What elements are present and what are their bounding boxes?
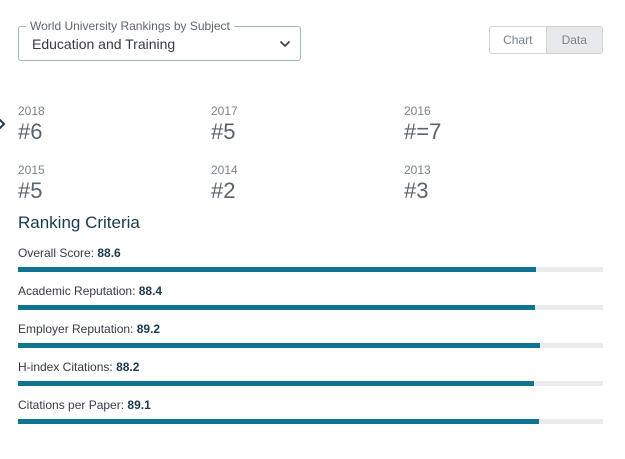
rank-value: #3 xyxy=(404,178,429,203)
view-toggle: Chart Data xyxy=(489,26,603,54)
subject-select[interactable]: World University Rankings by Subject Edu… xyxy=(18,19,301,61)
criterion-score: 88.4 xyxy=(138,284,163,298)
criterion-label: Overall Score: 88.6 xyxy=(18,246,603,260)
score-bar-track xyxy=(18,305,603,310)
rank-year: 2014 xyxy=(211,163,238,177)
criterion-label: H-index Citations: 88.2 xyxy=(18,360,603,374)
score-bar-fill xyxy=(18,419,540,424)
criterion-label-text: Overall Score: xyxy=(18,246,95,260)
criterion-label-text: Employer Reputation: xyxy=(18,322,134,336)
rank-item-2017: 2017 #5 xyxy=(211,104,391,145)
criterion-score: 88.6 xyxy=(97,246,121,260)
criterion-label-text: Citations per Paper: xyxy=(18,398,125,412)
rank-item-2013: 2013 #3 xyxy=(404,163,584,204)
subject-select-value: Education and Training xyxy=(32,36,176,52)
rank-item-2016: 2016 #=7 xyxy=(404,104,584,145)
rank-item-2018: 2018 #6 xyxy=(18,104,198,145)
rank-year: 2015 xyxy=(18,163,45,177)
rank-value: #6 xyxy=(18,119,43,144)
score-bar-track xyxy=(18,343,603,348)
score-bar-fill xyxy=(18,381,534,386)
criterion-citations-per-paper: Citations per Paper: 89.1 xyxy=(18,398,603,428)
rank-value: #5 xyxy=(211,119,236,144)
criterion-label: Employer Reputation: 89.2 xyxy=(18,322,603,336)
data-view-button[interactable]: Data xyxy=(545,27,602,53)
rank-value: #=7 xyxy=(404,119,442,144)
rank-year: 2013 xyxy=(404,163,431,177)
chevron-right-icon[interactable] xyxy=(0,117,7,131)
criterion-label-text: H-index Citations: xyxy=(18,360,113,374)
criterion-employer-reputation: Employer Reputation: 89.2 xyxy=(18,322,603,352)
rank-value: #5 xyxy=(18,178,43,203)
score-bar-fill xyxy=(18,305,536,310)
score-bar-fill xyxy=(18,267,537,272)
chevron-down-icon[interactable] xyxy=(279,38,291,50)
criterion-label: Academic Reputation: 88.4 xyxy=(18,284,603,298)
score-bar-track xyxy=(18,381,603,386)
rank-year: 2016 xyxy=(404,104,431,118)
subject-select-legend: World University Rankings by Subject xyxy=(26,19,234,33)
score-bar-track xyxy=(18,419,603,424)
ranking-criteria-title: Ranking Criteria xyxy=(18,213,140,232)
criterion-overall-score: Overall Score: 88.6 xyxy=(18,246,603,276)
criterion-score: 88.2 xyxy=(116,360,140,374)
rank-item-2015: 2015 #5 xyxy=(18,163,198,204)
rank-year: 2017 xyxy=(211,104,238,118)
chart-view-button[interactable]: Chart xyxy=(490,27,546,53)
criterion-score: 89.1 xyxy=(127,398,151,412)
criterion-label: Citations per Paper: 89.1 xyxy=(18,398,603,412)
score-bar-fill xyxy=(18,343,540,348)
criterion-score: 89.2 xyxy=(136,322,161,336)
rank-year: 2018 xyxy=(18,104,45,118)
rankings-grid: 2018 #6 2017 #5 2016 #=7 2015 #5 2014 #2… xyxy=(18,104,598,224)
criterion-academic-reputation: Academic Reputation: 88.4 xyxy=(18,284,603,314)
criterion-label-text: Academic Reputation: xyxy=(18,284,136,298)
rank-value: #2 xyxy=(211,178,236,203)
score-bar-track xyxy=(18,267,603,272)
rank-item-2014: 2014 #2 xyxy=(211,163,391,204)
criterion-h-index-citations: H-index Citations: 88.2 xyxy=(18,360,603,390)
